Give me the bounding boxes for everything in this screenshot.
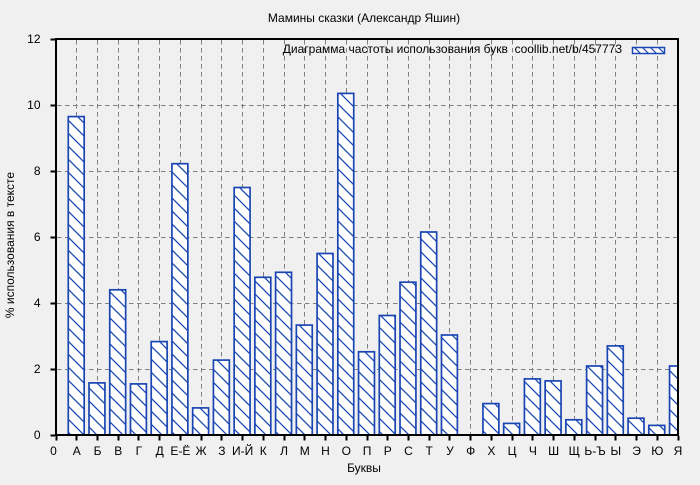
svg-text:О: О: [342, 444, 351, 458]
svg-text:8: 8: [34, 164, 41, 178]
svg-text:Буквы: Буквы: [347, 461, 381, 475]
svg-text:2: 2: [34, 362, 41, 376]
svg-text:Ы: Ы: [610, 444, 621, 458]
svg-text:Щ: Щ: [569, 444, 580, 458]
svg-text:К: К: [260, 444, 267, 458]
svg-text:Э: Э: [632, 444, 641, 458]
svg-text:Ф: Ф: [466, 444, 475, 458]
svg-text:Л: Л: [280, 444, 288, 458]
svg-text:Я: Я: [674, 444, 683, 458]
svg-text:Ц: Ц: [508, 444, 517, 458]
svg-text:Мамины сказки (Александр Яшин): Мамины сказки (Александр Яшин): [268, 11, 460, 25]
svg-text:С: С: [404, 444, 413, 458]
svg-text:Р: Р: [384, 444, 392, 458]
svg-text:Х: Х: [487, 444, 495, 458]
svg-text:Е-Ё: Е-Ё: [170, 444, 190, 458]
svg-text:Ю: Ю: [651, 444, 663, 458]
svg-text:12: 12: [27, 32, 41, 46]
svg-text:10: 10: [27, 98, 41, 112]
svg-text:6: 6: [34, 230, 41, 244]
svg-text:4: 4: [34, 296, 41, 310]
svg-text:И-Й: И-Й: [232, 443, 253, 458]
svg-text:М: М: [300, 444, 310, 458]
svg-text:У: У: [446, 444, 454, 458]
svg-text:% использования в тексте: % использования в тексте: [3, 172, 17, 318]
svg-text:Диаграмма частоты использовани: Диаграмма частоты использования букв coo…: [283, 42, 623, 56]
svg-text:0: 0: [34, 428, 41, 442]
svg-text:0: 0: [50, 444, 57, 458]
svg-text:Б: Б: [94, 444, 102, 458]
svg-text:В: В: [114, 444, 122, 458]
svg-text:П: П: [363, 444, 372, 458]
svg-text:З: З: [218, 444, 225, 458]
svg-text:Ж: Ж: [196, 444, 207, 458]
svg-text:Ш: Ш: [548, 444, 559, 458]
svg-text:Н: Н: [321, 444, 330, 458]
svg-text:Ь-Ъ: Ь-Ъ: [584, 444, 605, 458]
svg-text:Г: Г: [136, 444, 143, 458]
svg-text:Т: Т: [426, 444, 434, 458]
svg-text:Д: Д: [156, 444, 164, 458]
svg-text:А: А: [73, 444, 81, 458]
svg-text:Ч: Ч: [529, 444, 537, 458]
